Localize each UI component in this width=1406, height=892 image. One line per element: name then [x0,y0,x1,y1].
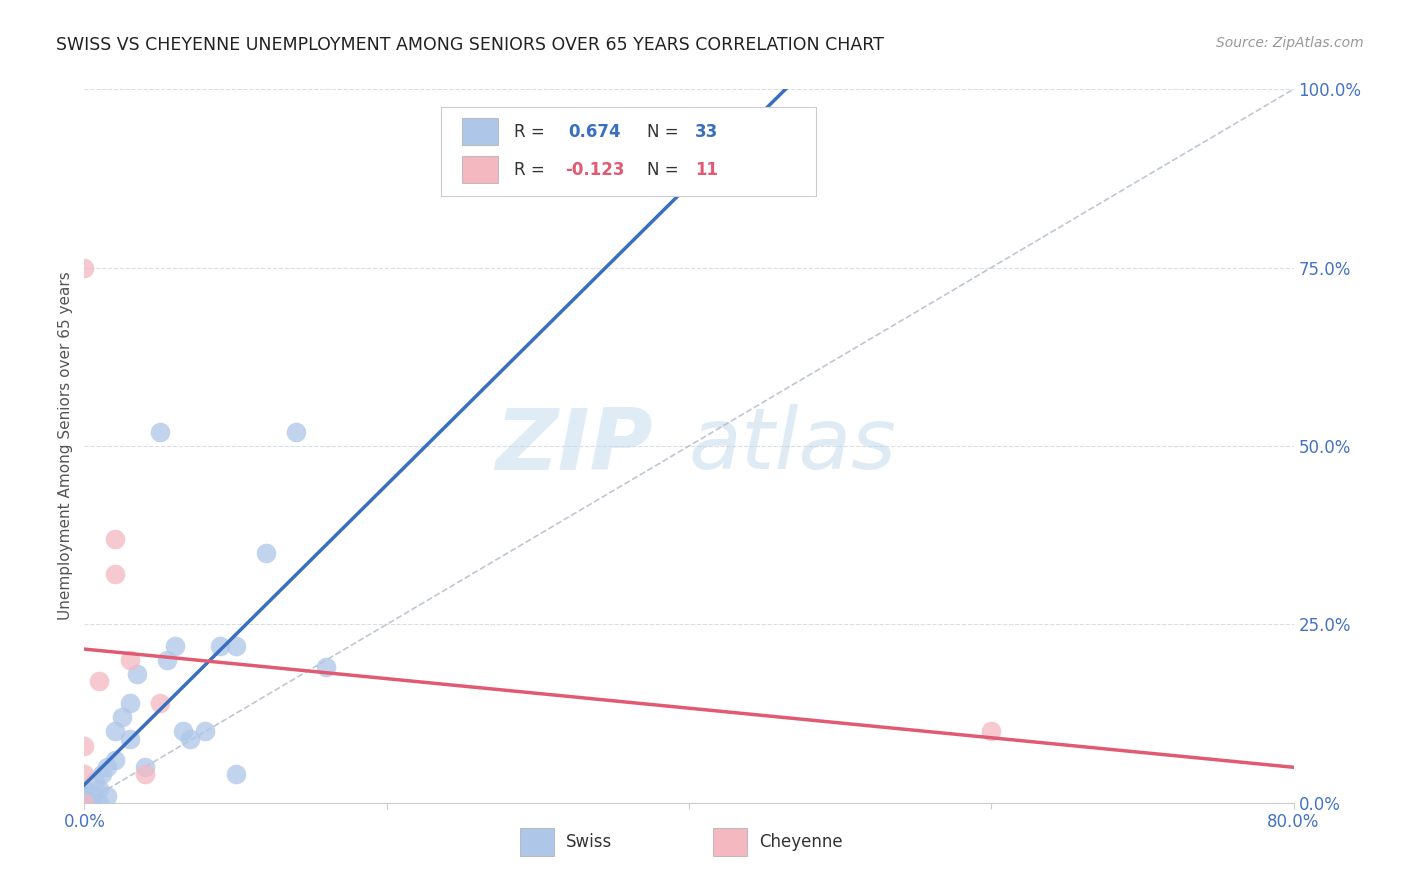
Point [172,724,194,739]
Point [73,260,96,275]
Text: N =: N = [647,123,683,141]
Point [156,653,179,667]
Text: R =: R = [513,161,550,178]
FancyBboxPatch shape [461,155,498,183]
Point [111,710,134,724]
Point [194,724,217,739]
Text: -0.123: -0.123 [565,161,626,178]
Point [80,789,103,803]
Point [104,532,127,546]
Point [96,789,118,803]
Y-axis label: Unemployment Among Seniors over 65 years: Unemployment Among Seniors over 65 years [58,272,73,620]
Point [89,781,111,796]
Point [104,567,127,582]
Point [284,425,308,439]
Point [73,796,96,810]
Point [89,796,111,810]
Point [73,796,96,810]
Point [89,674,111,689]
Point [134,767,156,781]
Point [73,789,96,803]
Point [980,724,1002,739]
Point [73,796,96,810]
FancyBboxPatch shape [461,118,498,145]
Text: 33: 33 [695,123,718,141]
Point [315,660,337,674]
Text: SWISS VS CHEYENNE UNEMPLOYMENT AMONG SENIORS OVER 65 YEARS CORRELATION CHART: SWISS VS CHEYENNE UNEMPLOYMENT AMONG SEN… [56,36,884,54]
Point [149,696,172,710]
Point [73,767,96,781]
Point [104,724,127,739]
Point [118,696,141,710]
Point [84,774,107,789]
Point [225,767,247,781]
Point [163,639,186,653]
Text: ZIP: ZIP [495,404,652,488]
Point [73,789,96,803]
Point [73,781,96,796]
Text: N =: N = [647,161,683,178]
Point [91,767,114,781]
Text: 0.674: 0.674 [568,123,620,141]
Point [209,639,232,653]
Text: Cheyenne: Cheyenne [759,833,842,851]
Point [254,546,277,560]
Point [127,667,149,681]
Point [225,639,247,653]
Text: Swiss: Swiss [565,833,612,851]
Point [149,425,172,439]
Text: 11: 11 [695,161,718,178]
Point [96,760,118,774]
Point [80,796,103,810]
Text: R =: R = [513,123,550,141]
Point [104,753,127,767]
FancyBboxPatch shape [520,828,554,856]
Point [73,739,96,753]
Point [118,731,141,746]
Point [118,653,141,667]
Text: atlas: atlas [689,404,897,488]
Point [179,731,201,746]
Text: Source: ZipAtlas.com: Source: ZipAtlas.com [1216,36,1364,50]
Point [73,796,96,810]
Point [134,760,156,774]
FancyBboxPatch shape [441,107,815,196]
FancyBboxPatch shape [713,828,747,856]
